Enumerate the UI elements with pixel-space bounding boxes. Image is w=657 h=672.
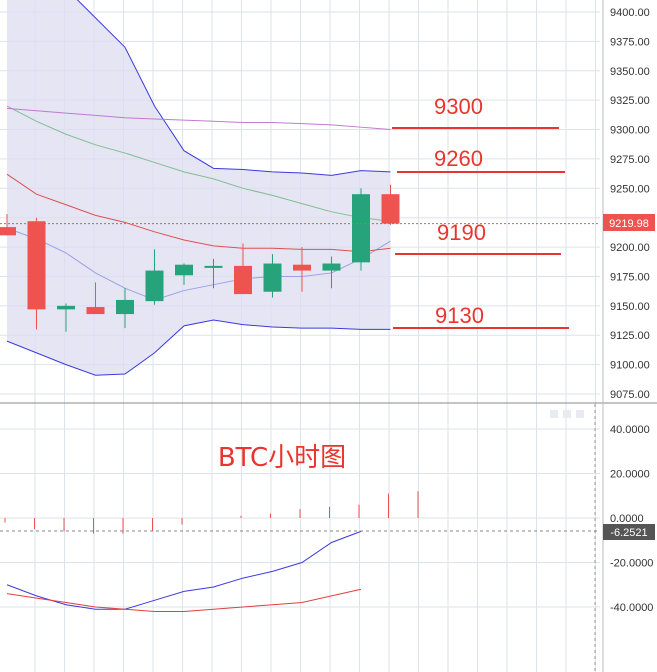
candle-body [204, 265, 223, 268]
annotations: 9300 9260 9190 9130 [392, 94, 569, 329]
macd-tick-label: 40.0000 [610, 424, 650, 436]
candle-body [0, 227, 16, 236]
band-upper [76, 0, 391, 176]
macd-tick-label: -40.0000 [610, 602, 653, 614]
candle-body [27, 221, 46, 310]
candle-body [352, 194, 370, 263]
level-label: 9260 [434, 146, 483, 171]
candle-body [234, 265, 252, 295]
price-tick-label: 9375.00 [610, 36, 650, 48]
price-tick-label: 9275.00 [610, 154, 650, 166]
macd-value-tag: -6.2521 [610, 527, 647, 539]
candle-body [293, 264, 311, 271]
price-tick-label: 9075.00 [610, 389, 650, 401]
moving-averages [6, 105, 391, 253]
price-tick-label: 9150.00 [610, 301, 650, 313]
macd-value-tag-bg [603, 524, 655, 540]
moving-average-line [6, 173, 391, 253]
candle-body [145, 270, 164, 302]
price-tick-label: 9325.00 [610, 95, 650, 107]
price-tick-label: 9250.00 [610, 183, 650, 195]
candle-body [116, 299, 134, 315]
candle-body [86, 307, 105, 315]
band-middle [6, 227, 391, 301]
moving-average-line [6, 107, 391, 131]
macd-dea-line [6, 588, 362, 612]
macd-tick-label: 0.0000 [610, 513, 644, 525]
chart-title: BTC小时图 [218, 443, 346, 473]
price-tick-label: 9125.00 [610, 330, 650, 342]
candlestick-series [0, 184, 400, 332]
current-price-tag-bg [603, 214, 655, 231]
macd-tick-label: -20.0000 [610, 558, 653, 570]
candle-body [381, 194, 400, 224]
candle-body [263, 263, 282, 292]
price-tick-label: 9300.00 [610, 125, 650, 137]
candle-body [175, 264, 193, 276]
price-tick-label: 9350.00 [610, 66, 650, 78]
macd-dif-line [6, 530, 362, 610]
pane-controls[interactable] [550, 410, 584, 418]
price-tick-label: 9100.00 [610, 360, 650, 372]
price-tick-label: 9175.00 [610, 271, 650, 283]
candle-body [322, 263, 341, 271]
level-label: 9190 [437, 220, 486, 245]
level-label: 9300 [434, 94, 483, 119]
macd-indicator [4, 491, 419, 612]
moving-average-line [6, 105, 391, 222]
bollinger-band [6, 0, 391, 376]
macd-tick-label: 20.0000 [610, 469, 650, 481]
candle-body [57, 305, 75, 310]
price-tick-label: 9400.00 [610, 7, 650, 19]
band-lower [6, 319, 391, 376]
band-fill [7, 0, 391, 376]
level-label: 9130 [435, 303, 484, 328]
current-price-tag: 9219.98 [609, 218, 649, 230]
price-tick-label: 9200.00 [610, 242, 650, 254]
